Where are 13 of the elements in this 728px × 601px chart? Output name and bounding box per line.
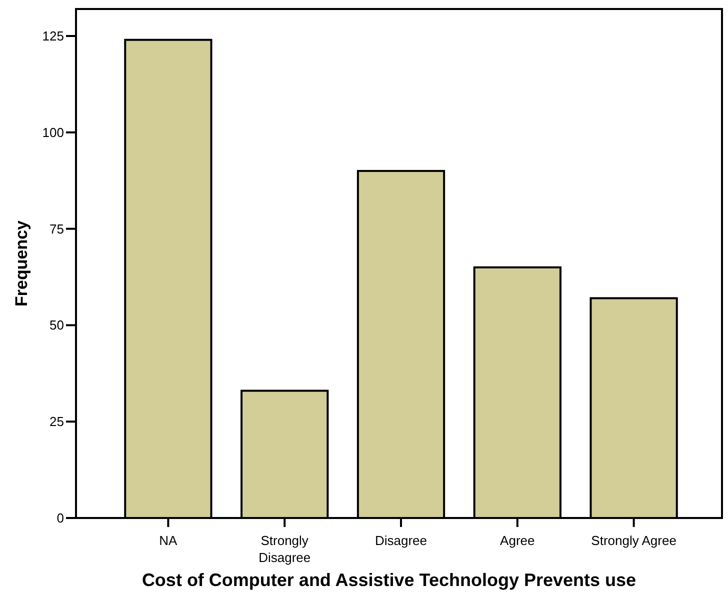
- x-tick-label: Disagree: [374, 533, 428, 548]
- y-tick-label: 100: [42, 124, 64, 140]
- x-tick-label: Strongly Disagree: [258, 533, 311, 565]
- x-tick-label: Strongly Agree: [591, 533, 676, 548]
- y-tick-label: 25: [50, 414, 64, 430]
- x-axis-title: Cost of Computer and Assistive Technology Prevents use: [142, 570, 636, 590]
- y-tick-label: 125: [42, 28, 64, 44]
- y-axis-title: Frequency: [12, 220, 31, 306]
- y-tick-label: 50: [50, 318, 64, 333]
- x-tick-label: NA: [159, 533, 178, 548]
- x-tick-label: Agree: [500, 533, 535, 548]
- y-tick-label: 0: [56, 510, 64, 526]
- y-tick-label: 75: [50, 221, 64, 236]
